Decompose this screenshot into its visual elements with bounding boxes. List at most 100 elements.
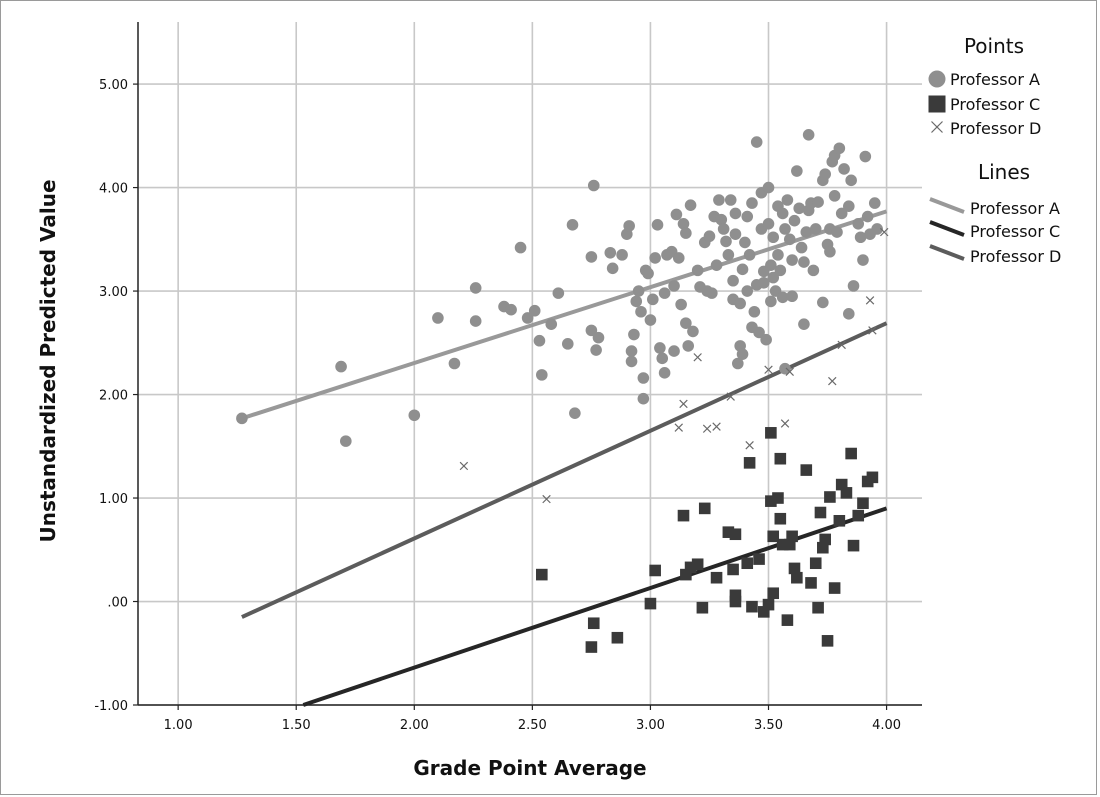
point-series-1-49 <box>840 487 853 499</box>
point-series-1-7 <box>680 568 692 581</box>
point-series-0-29 <box>623 220 635 232</box>
y-tick-label-2: 1.00 <box>99 492 128 507</box>
point-series-2-14 <box>865 296 875 305</box>
point-series-0-118 <box>791 165 803 177</box>
point-series-0-20 <box>585 251 598 263</box>
point-series-1-47 <box>833 514 846 527</box>
point-series-0-77 <box>729 228 742 240</box>
point-series-0-17 <box>561 338 574 350</box>
point-series-0-56 <box>680 317 692 329</box>
point-series-0-70 <box>715 213 728 226</box>
point-series-1-46 <box>828 582 841 594</box>
point-series-2-12-stroke-b <box>828 376 837 386</box>
point-series-1-16 <box>729 589 742 602</box>
point-series-0-140 <box>833 142 846 155</box>
point-series-2-10 <box>780 419 790 428</box>
point-series-2-11-stroke-b <box>785 367 794 377</box>
point-series-0-123 <box>800 226 813 238</box>
point-series-0-2 <box>340 435 352 447</box>
point-series-0-10 <box>514 241 527 254</box>
point-series-0-103 <box>767 231 780 244</box>
point-series-0-99 <box>762 181 775 194</box>
point-series-0-139 <box>831 226 843 238</box>
legend-point-label-2: Professor D <box>950 119 1041 138</box>
point-series-0-52 <box>670 208 683 221</box>
point-series-1-18 <box>741 557 754 570</box>
point-series-0-24 <box>592 331 605 344</box>
point-series-2-13-stroke-b <box>837 340 846 350</box>
point-series-1-48 <box>835 478 848 491</box>
point-series-0-36 <box>637 372 650 384</box>
point-series-0-141 <box>835 207 848 220</box>
point-series-0-125 <box>802 128 815 141</box>
point-series-1-28 <box>772 492 784 504</box>
point-series-0-138 <box>828 190 841 202</box>
point-series-1-19 <box>743 457 756 469</box>
point-series-2-4-stroke-b <box>693 353 702 362</box>
point-series-2-3 <box>679 399 688 409</box>
point-series-0-113 <box>781 194 794 206</box>
point-series-0-114 <box>783 233 796 246</box>
point-series-0-45 <box>656 352 669 365</box>
point-series-0-115 <box>786 254 798 266</box>
point-series-0-35 <box>635 305 647 318</box>
x-tick-label-1: 1.50 <box>282 718 311 733</box>
point-series-2-6-stroke-b <box>712 422 721 431</box>
point-series-0-43 <box>651 219 664 231</box>
point-series-0-74 <box>724 194 737 206</box>
point-series-0-130 <box>817 296 829 309</box>
point-series-2-3-stroke-b <box>679 399 688 409</box>
point-series-0-59 <box>684 199 697 211</box>
point-series-0-58 <box>682 340 695 352</box>
legend-marker-series-2-stroke-b <box>931 121 943 133</box>
axes <box>133 22 922 710</box>
point-series-1-3 <box>611 631 624 644</box>
point-series-2-6 <box>712 422 721 431</box>
point-series-1-50 <box>845 447 857 460</box>
point-series-0-30 <box>625 345 638 357</box>
point-series-1-26 <box>767 587 780 600</box>
point-series-0-148 <box>854 231 867 244</box>
point-series-1-55 <box>866 471 879 484</box>
point-series-0-40 <box>644 314 657 326</box>
point-series-0-39 <box>642 267 654 280</box>
y-tick-label-0: -1.00 <box>94 699 128 714</box>
point-series-0-31 <box>625 355 638 368</box>
point-series-1-30 <box>774 512 787 525</box>
y-tick-label-1: .00 <box>107 596 128 611</box>
point-series-0-21 <box>585 324 598 337</box>
x-tick-label-6: 4.00 <box>872 718 901 733</box>
point-series-0-3 <box>408 409 421 422</box>
point-series-0-83 <box>736 263 749 276</box>
point-series-2-9 <box>764 365 773 374</box>
point-series-0-18 <box>566 219 579 231</box>
point-series-1-10 <box>696 601 709 614</box>
point-series-0-65 <box>703 230 716 243</box>
point-series-1-20 <box>746 600 758 613</box>
point-series-0-98 <box>760 333 772 346</box>
point-series-0-61 <box>691 264 704 277</box>
point-series-0-122 <box>798 318 810 330</box>
point-series-1-37 <box>800 464 813 476</box>
point-series-0-54 <box>675 298 687 311</box>
point-series-0-53 <box>672 252 685 264</box>
point-series-2-8-stroke-b <box>745 441 754 450</box>
point-series-1-33 <box>783 538 796 551</box>
x-tick-label-2: 2.00 <box>400 718 429 733</box>
x-tick-label-3: 2.50 <box>518 718 547 733</box>
legend-point-label-0: Professor A <box>950 70 1040 89</box>
point-series-0-19 <box>569 407 581 419</box>
point-series-0-37 <box>637 392 650 405</box>
point-series-2-1-stroke-b <box>542 494 551 504</box>
fit-line-series-1 <box>302 506 888 707</box>
x-tick-label-4: 3.00 <box>636 718 665 733</box>
point-series-1-15 <box>729 528 742 541</box>
point-series-0-33 <box>630 295 643 308</box>
legend-points-title: Points <box>964 34 1024 58</box>
point-series-0-128 <box>809 223 822 235</box>
point-series-1-43 <box>819 533 831 546</box>
point-series-1-23 <box>762 598 775 611</box>
point-series-0-116 <box>786 290 798 303</box>
legend: Points Lines Professor A Professor C Profe… <box>928 34 1061 266</box>
point-series-0-6 <box>469 282 482 294</box>
